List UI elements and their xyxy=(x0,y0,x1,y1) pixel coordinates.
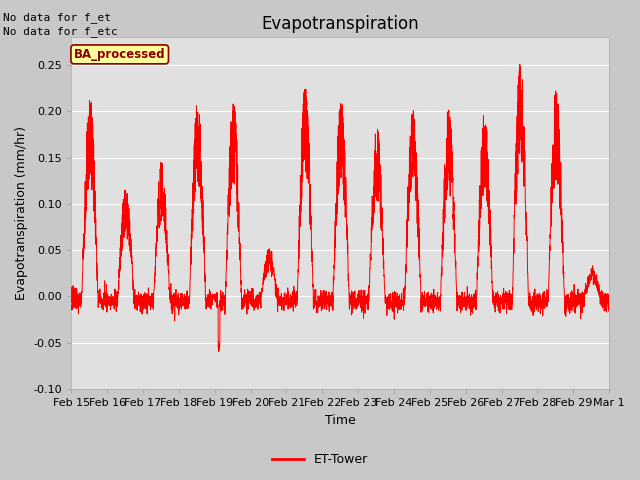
Y-axis label: Evapotranspiration (mm/hr): Evapotranspiration (mm/hr) xyxy=(15,126,28,300)
X-axis label: Time: Time xyxy=(325,414,356,427)
Text: No data for f_etc: No data for f_etc xyxy=(3,26,118,37)
Legend: ET-Tower: ET-Tower xyxy=(268,448,372,471)
Text: No data for f_et: No data for f_et xyxy=(3,12,111,23)
Title: Evapotranspiration: Evapotranspiration xyxy=(261,15,419,33)
Text: BA_processed: BA_processed xyxy=(74,48,166,61)
